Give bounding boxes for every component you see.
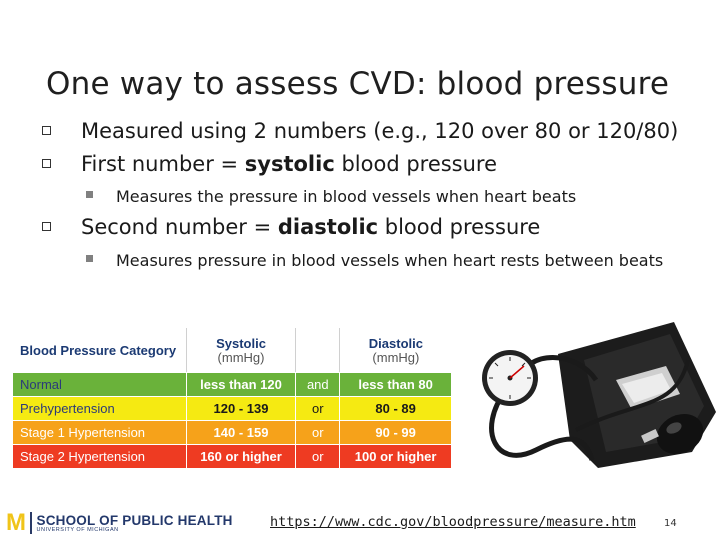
row-category: Prehypertension	[12, 396, 187, 421]
row-conj: or	[295, 396, 341, 421]
row-diastolic: 90 - 99	[339, 420, 452, 445]
table-header-row: Blood Pressure Category Systolic (mmHg) …	[12, 328, 452, 373]
square-bullet-icon	[42, 222, 51, 231]
table-row: Stage 2 Hypertension 160 or higher or 10…	[12, 444, 452, 469]
bullet-text-post: blood pressure	[378, 215, 541, 239]
logo-divider	[30, 512, 32, 534]
header-conj	[295, 328, 341, 373]
square-bullet-icon	[42, 159, 51, 168]
row-category: Stage 2 Hypertension	[12, 444, 187, 469]
row-conj: or	[295, 444, 341, 469]
logo-university-name: UNIVERSITY OF MICHIGAN	[36, 526, 119, 533]
row-systolic: 140 - 159	[185, 420, 297, 445]
sub-bullet-text: Measures the pressure in blood vessels w…	[116, 187, 577, 206]
header-systolic: Systolic (mmHg)	[185, 328, 297, 373]
row-diastolic: 80 - 89	[339, 396, 452, 421]
bullet-text-pre: First number =	[81, 152, 245, 176]
row-diastolic: 100 or higher	[339, 444, 452, 469]
row-conj: and	[295, 372, 341, 397]
header-diastolic: Diastolic (mmHg)	[339, 328, 452, 373]
square-sub-bullet-icon	[86, 255, 93, 262]
row-category: Normal	[12, 372, 187, 397]
row-systolic: 160 or higher	[185, 444, 297, 469]
cdc-source-link[interactable]: https://www.cdc.gov/bloodpressure/measur…	[270, 514, 636, 530]
page-number: 14	[664, 518, 677, 529]
michigan-m-logo: M	[6, 509, 26, 536]
table-row: Stage 1 Hypertension 140 - 159 or 90 - 9…	[12, 420, 452, 445]
bullet-text-post: blood pressure	[334, 152, 498, 176]
row-systolic: less than 120	[185, 372, 297, 397]
sub-bullet-text: Measures pressure in blood vessels when …	[116, 251, 664, 270]
logo-school-name: SCHOOL OF PUBLIC HEALTH	[36, 512, 233, 528]
table-row: Prehypertension 120 - 139 or 80 - 89	[12, 396, 452, 421]
slide-title: One way to assess CVD: blood pressure	[46, 66, 670, 102]
row-category: Stage 1 Hypertension	[12, 420, 187, 445]
bullet-text: Measured using 2 numbers (e.g., 120 over…	[81, 119, 679, 143]
diastolic-term: diastolic	[277, 215, 379, 239]
bullet-text-pre: Second number =	[81, 215, 278, 239]
header-category: Blood Pressure Category	[12, 328, 187, 373]
blood-pressure-table: Blood Pressure Category Systolic (mmHg) …	[12, 328, 452, 469]
square-sub-bullet-icon	[86, 191, 93, 198]
square-bullet-icon	[42, 126, 51, 135]
blood-pressure-cuff-icon	[482, 322, 716, 468]
table-row: Normal less than 120 and less than 80	[12, 372, 452, 397]
school-logo: M SCHOOL OF PUBLIC HEALTH UNIVERSITY OF …	[6, 510, 233, 536]
row-diastolic: less than 80	[339, 372, 452, 397]
systolic-term: systolic	[244, 152, 335, 176]
row-conj: or	[295, 420, 341, 445]
row-systolic: 120 - 139	[185, 396, 297, 421]
